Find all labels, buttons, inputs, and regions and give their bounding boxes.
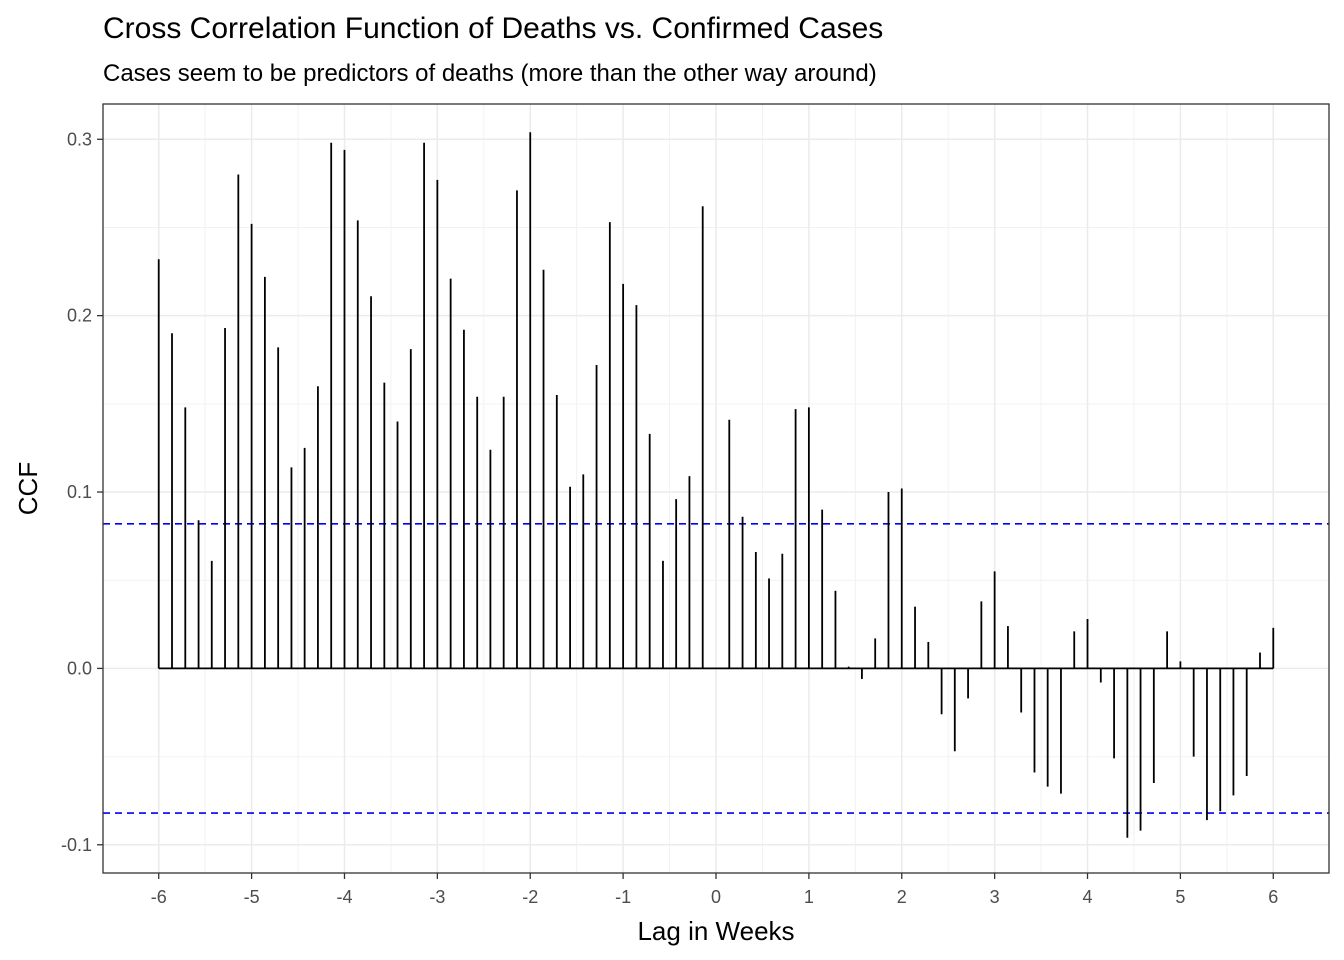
grid-lines — [103, 104, 1329, 873]
axes: -6 -5 -4 -3 -2 -1 0 1 2 3 4 5 6 -0.1 0.0 0.1 0.2 0.3 — [61, 129, 1278, 907]
x-axis-title: Lag in Weeks — [637, 916, 794, 946]
y-axis-title: CCF — [13, 462, 43, 515]
x-tick-label: 5 — [1175, 887, 1185, 907]
y-tick-label: 0.3 — [67, 129, 92, 149]
x-tick-label: 2 — [897, 887, 907, 907]
ccf-bars — [157, 132, 1275, 838]
x-tick-label: 1 — [804, 887, 814, 907]
x-tick-label: 6 — [1268, 887, 1278, 907]
y-tick-label: -0.1 — [61, 835, 92, 855]
y-tick-label: 0.0 — [67, 658, 92, 678]
chart-title: Cross Correlation Function of Deaths vs.… — [103, 12, 884, 45]
x-tick-label: -5 — [244, 887, 260, 907]
x-tick-label: -4 — [336, 887, 352, 907]
x-tick-label: 4 — [1083, 887, 1093, 907]
x-tick-label: -3 — [429, 887, 445, 907]
x-tick-label: 3 — [990, 887, 1000, 907]
x-tick-label: -6 — [151, 887, 167, 907]
x-tick-label: 0 — [711, 887, 721, 907]
x-tick-label: -2 — [522, 887, 538, 907]
y-tick-label: 0.2 — [67, 306, 92, 326]
chart-subtitle: Cases seem to be predictors of deaths (m… — [103, 60, 877, 87]
y-tick-label: 0.1 — [67, 482, 92, 502]
x-tick-label: -1 — [615, 887, 631, 907]
confidence-bounds — [103, 522, 1329, 814]
